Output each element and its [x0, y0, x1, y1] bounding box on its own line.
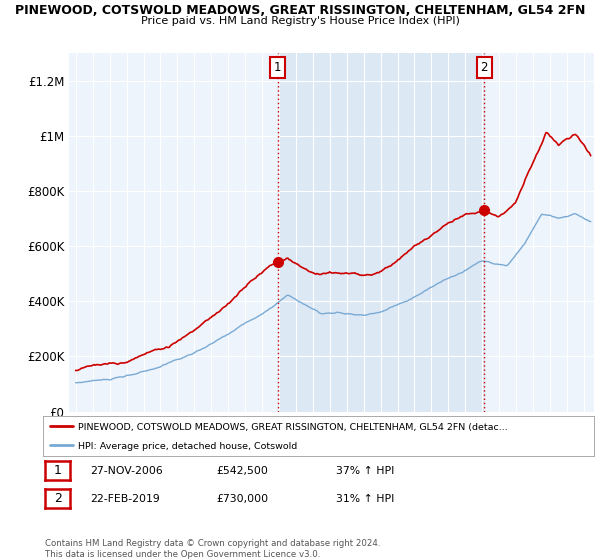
Text: 1: 1: [53, 464, 62, 478]
Text: HPI: Average price, detached house, Cotswold: HPI: Average price, detached house, Cots…: [78, 442, 297, 451]
Text: 2: 2: [481, 61, 488, 74]
Text: 37% ↑ HPI: 37% ↑ HPI: [336, 466, 394, 476]
Text: 22-FEB-2019: 22-FEB-2019: [90, 494, 160, 504]
Text: Price paid vs. HM Land Registry's House Price Index (HPI): Price paid vs. HM Land Registry's House …: [140, 16, 460, 26]
Text: PINEWOOD, COTSWOLD MEADOWS, GREAT RISSINGTON, CHELTENHAM, GL54 2FN: PINEWOOD, COTSWOLD MEADOWS, GREAT RISSIN…: [15, 4, 585, 17]
Text: 2: 2: [53, 492, 62, 506]
Text: PINEWOOD, COTSWOLD MEADOWS, GREAT RISSINGTON, CHELTENHAM, GL54 2FN (detac...: PINEWOOD, COTSWOLD MEADOWS, GREAT RISSIN…: [78, 423, 508, 432]
Text: 1: 1: [274, 61, 281, 74]
Bar: [278, 53, 484, 412]
Text: Contains HM Land Registry data © Crown copyright and database right 2024.
This d: Contains HM Land Registry data © Crown c…: [45, 539, 380, 559]
Text: 27-NOV-2006: 27-NOV-2006: [90, 466, 163, 476]
Text: £542,500: £542,500: [216, 466, 268, 476]
Text: 31% ↑ HPI: 31% ↑ HPI: [336, 494, 394, 504]
Text: £730,000: £730,000: [216, 494, 268, 504]
